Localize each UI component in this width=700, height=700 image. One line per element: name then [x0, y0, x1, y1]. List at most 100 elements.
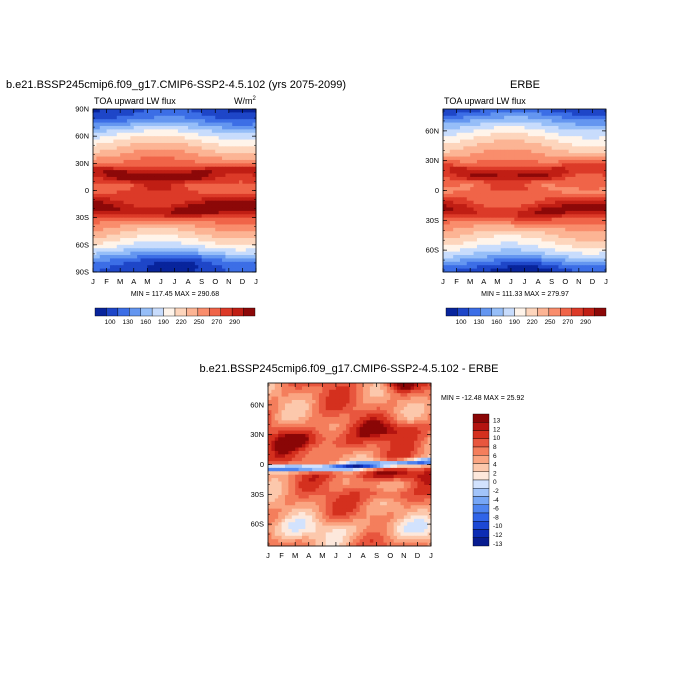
heatmap-cell — [446, 132, 451, 137]
heatmap-cell — [510, 234, 515, 239]
heatmap-cell — [143, 241, 148, 246]
heatmap-cell — [483, 224, 488, 229]
heatmap-cell — [133, 170, 138, 174]
heatmap-cell — [585, 268, 590, 273]
heatmap-cell — [191, 234, 196, 239]
heatmap-cell — [109, 200, 114, 205]
heatmap-cell — [517, 238, 522, 242]
heatmap-cell — [93, 142, 97, 147]
heatmap-cell — [582, 227, 587, 232]
heatmap-cell — [126, 255, 131, 259]
heatmap-cell — [589, 234, 593, 239]
heatmap-cell — [514, 197, 519, 202]
heatmap-cell — [551, 125, 556, 130]
heatmap-cell — [211, 156, 216, 161]
heatmap-cell — [154, 227, 158, 232]
heatmap-cell — [177, 187, 182, 191]
heatmap-cell — [589, 255, 593, 259]
heatmap-cell — [582, 224, 587, 229]
heatmap-cell — [538, 187, 542, 191]
heatmap-cell — [466, 244, 471, 249]
heatmap-cell — [126, 139, 131, 144]
heatmap-cell — [109, 129, 114, 134]
heatmap-cell — [194, 122, 199, 127]
heatmap-cell — [459, 183, 464, 188]
heatmap-cell — [174, 125, 179, 130]
heatmap-cell — [93, 166, 97, 171]
heatmap-cell — [585, 159, 590, 164]
heatmap-cell — [473, 200, 478, 205]
heatmap-cell — [99, 170, 104, 174]
heatmap-cell — [582, 146, 587, 151]
heatmap-cell — [252, 258, 257, 263]
heatmap-cell — [558, 241, 563, 246]
heatmap-cell — [548, 180, 553, 185]
heatmap-cell — [524, 125, 529, 130]
heatmap-cell — [558, 159, 563, 164]
heatmap-cell — [453, 227, 457, 232]
heatmap-cell — [544, 115, 549, 120]
heatmap-cell — [473, 244, 478, 249]
heatmap-cell — [232, 251, 237, 256]
heatmap-cell — [93, 204, 97, 208]
heatmap-cell — [507, 231, 512, 236]
heatmap-cell — [106, 214, 111, 219]
heatmap-cell — [463, 207, 468, 212]
heatmap-cell — [470, 122, 474, 127]
heatmap-cell — [143, 258, 148, 263]
heatmap-cell — [500, 187, 505, 191]
heatmap-cell — [181, 156, 186, 161]
heatmap-cell — [154, 214, 158, 219]
heatmap-cell — [116, 227, 121, 232]
heatmap-cell — [534, 238, 539, 242]
heatmap-cell — [123, 153, 128, 157]
heatmap-cell — [157, 255, 162, 259]
heatmap-cell — [544, 193, 549, 198]
heatmap-cell — [211, 210, 216, 215]
heatmap-cell — [191, 217, 196, 222]
heatmap-cell — [160, 210, 165, 215]
heatmap-cell — [99, 149, 104, 154]
heatmap-cell — [555, 193, 559, 198]
heatmap-cell — [103, 115, 107, 120]
heatmap-cell — [483, 193, 488, 198]
heatmap-cell — [133, 166, 138, 171]
colorbar-swatch — [525, 307, 538, 317]
heatmap-cell — [449, 109, 454, 113]
heatmap-cell — [126, 265, 131, 270]
heatmap-cell — [585, 238, 590, 242]
heatmap-cell — [558, 132, 563, 137]
heatmap-cell — [160, 255, 165, 259]
heatmap-cell — [446, 231, 451, 236]
heatmap-cell — [103, 180, 107, 185]
heatmap-cell — [228, 244, 233, 249]
heatmap-cell — [239, 139, 243, 144]
heatmap-cell — [541, 197, 546, 202]
heatmap-cell — [147, 207, 152, 212]
heatmap-cell — [218, 163, 223, 168]
heatmap-cell — [599, 187, 604, 191]
heatmap-cell — [456, 255, 461, 259]
heatmap-cell — [184, 265, 189, 270]
heatmap-cell — [245, 163, 250, 168]
heatmap-cell — [295, 389, 299, 394]
heatmap-cell — [278, 383, 282, 387]
heatmap-cell — [599, 251, 604, 256]
heatmap-cell — [130, 214, 135, 219]
heatmap-cell — [106, 221, 111, 225]
heatmap-cell — [143, 173, 148, 178]
heatmap-cell — [538, 190, 542, 195]
heatmap-cell — [585, 221, 590, 225]
heatmap-cell — [551, 224, 556, 229]
heatmap-cell — [239, 238, 243, 242]
heatmap-cell — [490, 129, 495, 134]
heatmap-cell — [524, 129, 529, 134]
heatmap-cell — [493, 146, 498, 151]
heatmap-cell — [225, 112, 230, 117]
heatmap-cell — [143, 166, 148, 171]
heatmap-cell — [555, 159, 559, 164]
heatmap-cell — [140, 227, 145, 232]
heatmap-cell — [527, 176, 532, 181]
heatmap-cell — [541, 244, 546, 249]
heatmap-cell — [544, 163, 549, 168]
